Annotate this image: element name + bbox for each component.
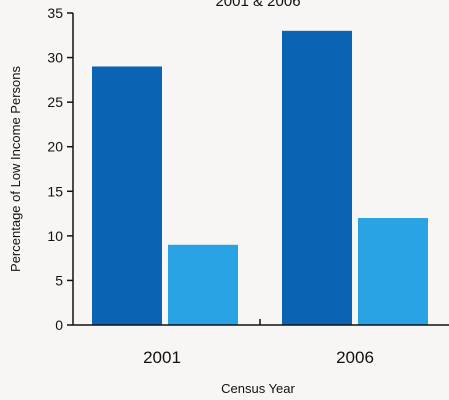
y-tick-label-0: 0: [55, 317, 63, 333]
bar-2006-series-1: [282, 30, 352, 325]
bar-2006-series-2: [358, 218, 428, 325]
x-axis-title: Census Year: [221, 381, 295, 396]
y-tick-label-15: 15: [47, 183, 63, 199]
y-tick-label-35: 35: [47, 5, 63, 21]
x-tick-label-2006: 2006: [336, 348, 374, 367]
y-tick-label-5: 5: [55, 272, 63, 288]
y-tick-label-30: 30: [47, 50, 63, 66]
x-tick-label-2001: 2001: [143, 348, 181, 367]
y-tick-label-20: 20: [47, 139, 63, 155]
y-ticks-group: 0 5 10 15 20 25 30 35: [47, 5, 73, 333]
y-tick-label-25: 25: [47, 94, 63, 110]
y-tick-label-10: 10: [47, 228, 63, 244]
chart-title: 2001 & 2006: [215, 0, 300, 10]
bars-group: [92, 30, 428, 325]
bar-2001-series-1: [92, 66, 162, 325]
bar-2001-series-2: [168, 244, 238, 325]
y-axis-title: Percentage of Low Income Persons: [8, 66, 23, 272]
